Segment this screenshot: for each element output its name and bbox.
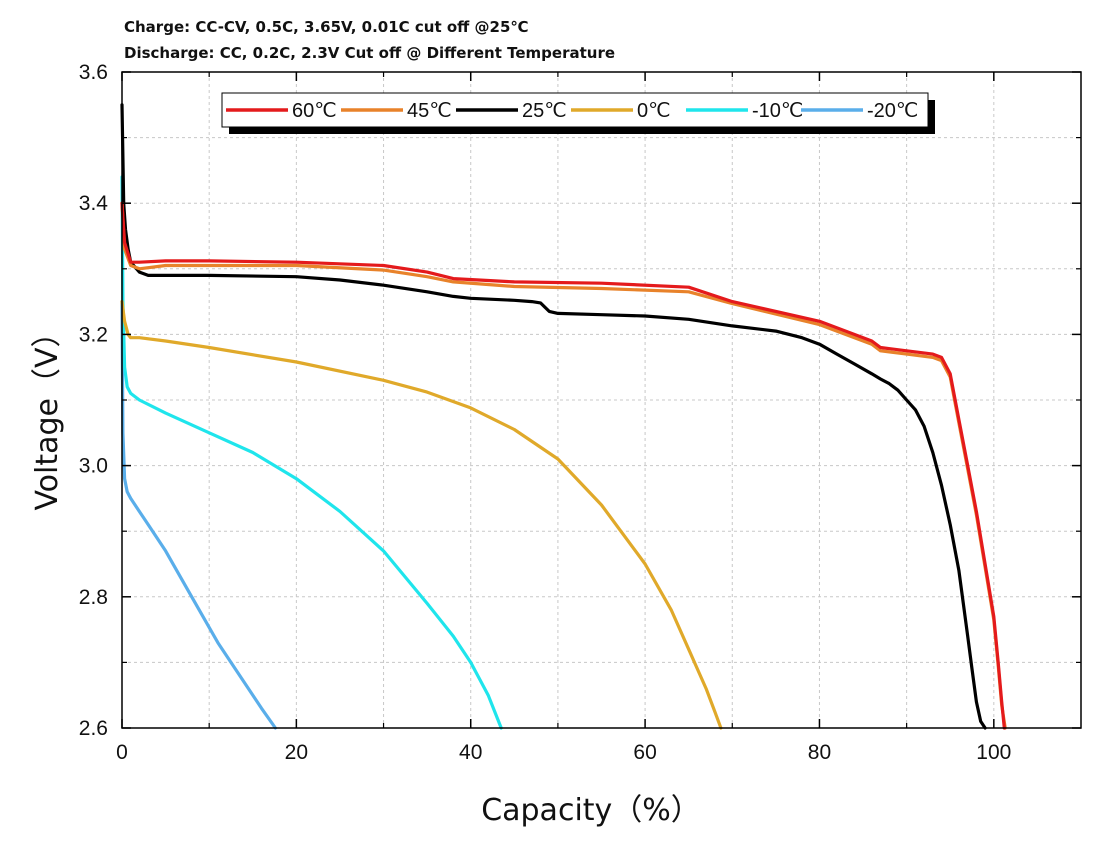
x-axis-title: Capacity（%） [481,793,701,828]
x-tick-label: 60 [633,741,656,764]
charge-conditions-text: Charge: CC-CV, 0.5C, 3.65V, 0.01C cut of… [124,18,529,36]
y-axis-title: Voltage（V） [30,317,65,510]
legend: 60℃ 45℃ 25℃ 0℃ -10℃ -20℃ [221,92,935,134]
axes: 0 20 40 60 80 100 2.6 2.8 3.0 3.2 3.4 3.6 [79,61,1081,764]
legend-label-6: -20℃ [867,100,918,122]
y-tick-label: 3.2 [79,323,108,346]
data-series [120,103,1007,730]
x-tick-label: 80 [808,741,831,764]
chart-header: Charge: CC-CV, 0.5C, 3.65V, 0.01C cut of… [124,14,615,66]
series-line-6 [120,300,277,730]
x-tick-label: 20 [285,741,308,764]
y-tick-label: 2.6 [79,717,108,740]
y-tick-label: 2.8 [79,586,108,609]
x-tick-label: 100 [976,741,1011,764]
plot-frame [121,71,1082,729]
grid-lines [122,72,1081,728]
series-line-3 [120,103,987,730]
y-tick-label: 3.4 [79,192,109,215]
y-tick-label: 3.0 [79,455,108,478]
series-line-5 [120,175,503,730]
legend-label-5: -10℃ [752,100,803,122]
legend-label-3: 25℃ [522,100,567,122]
legend-label-4: 0℃ [637,100,671,122]
discharge-conditions-text: Discharge: CC, 0.2C, 2.3V Cut off @ Diff… [124,44,616,62]
legend-label-1: 60℃ [292,100,337,122]
x-tick-label: 40 [459,741,482,764]
series-line-1 [120,201,1006,730]
series-line-4 [120,300,723,730]
y-tick-label: 3.6 [79,61,108,84]
x-tick-label: 0 [116,741,128,764]
legend-label-2: 45℃ [407,100,452,122]
